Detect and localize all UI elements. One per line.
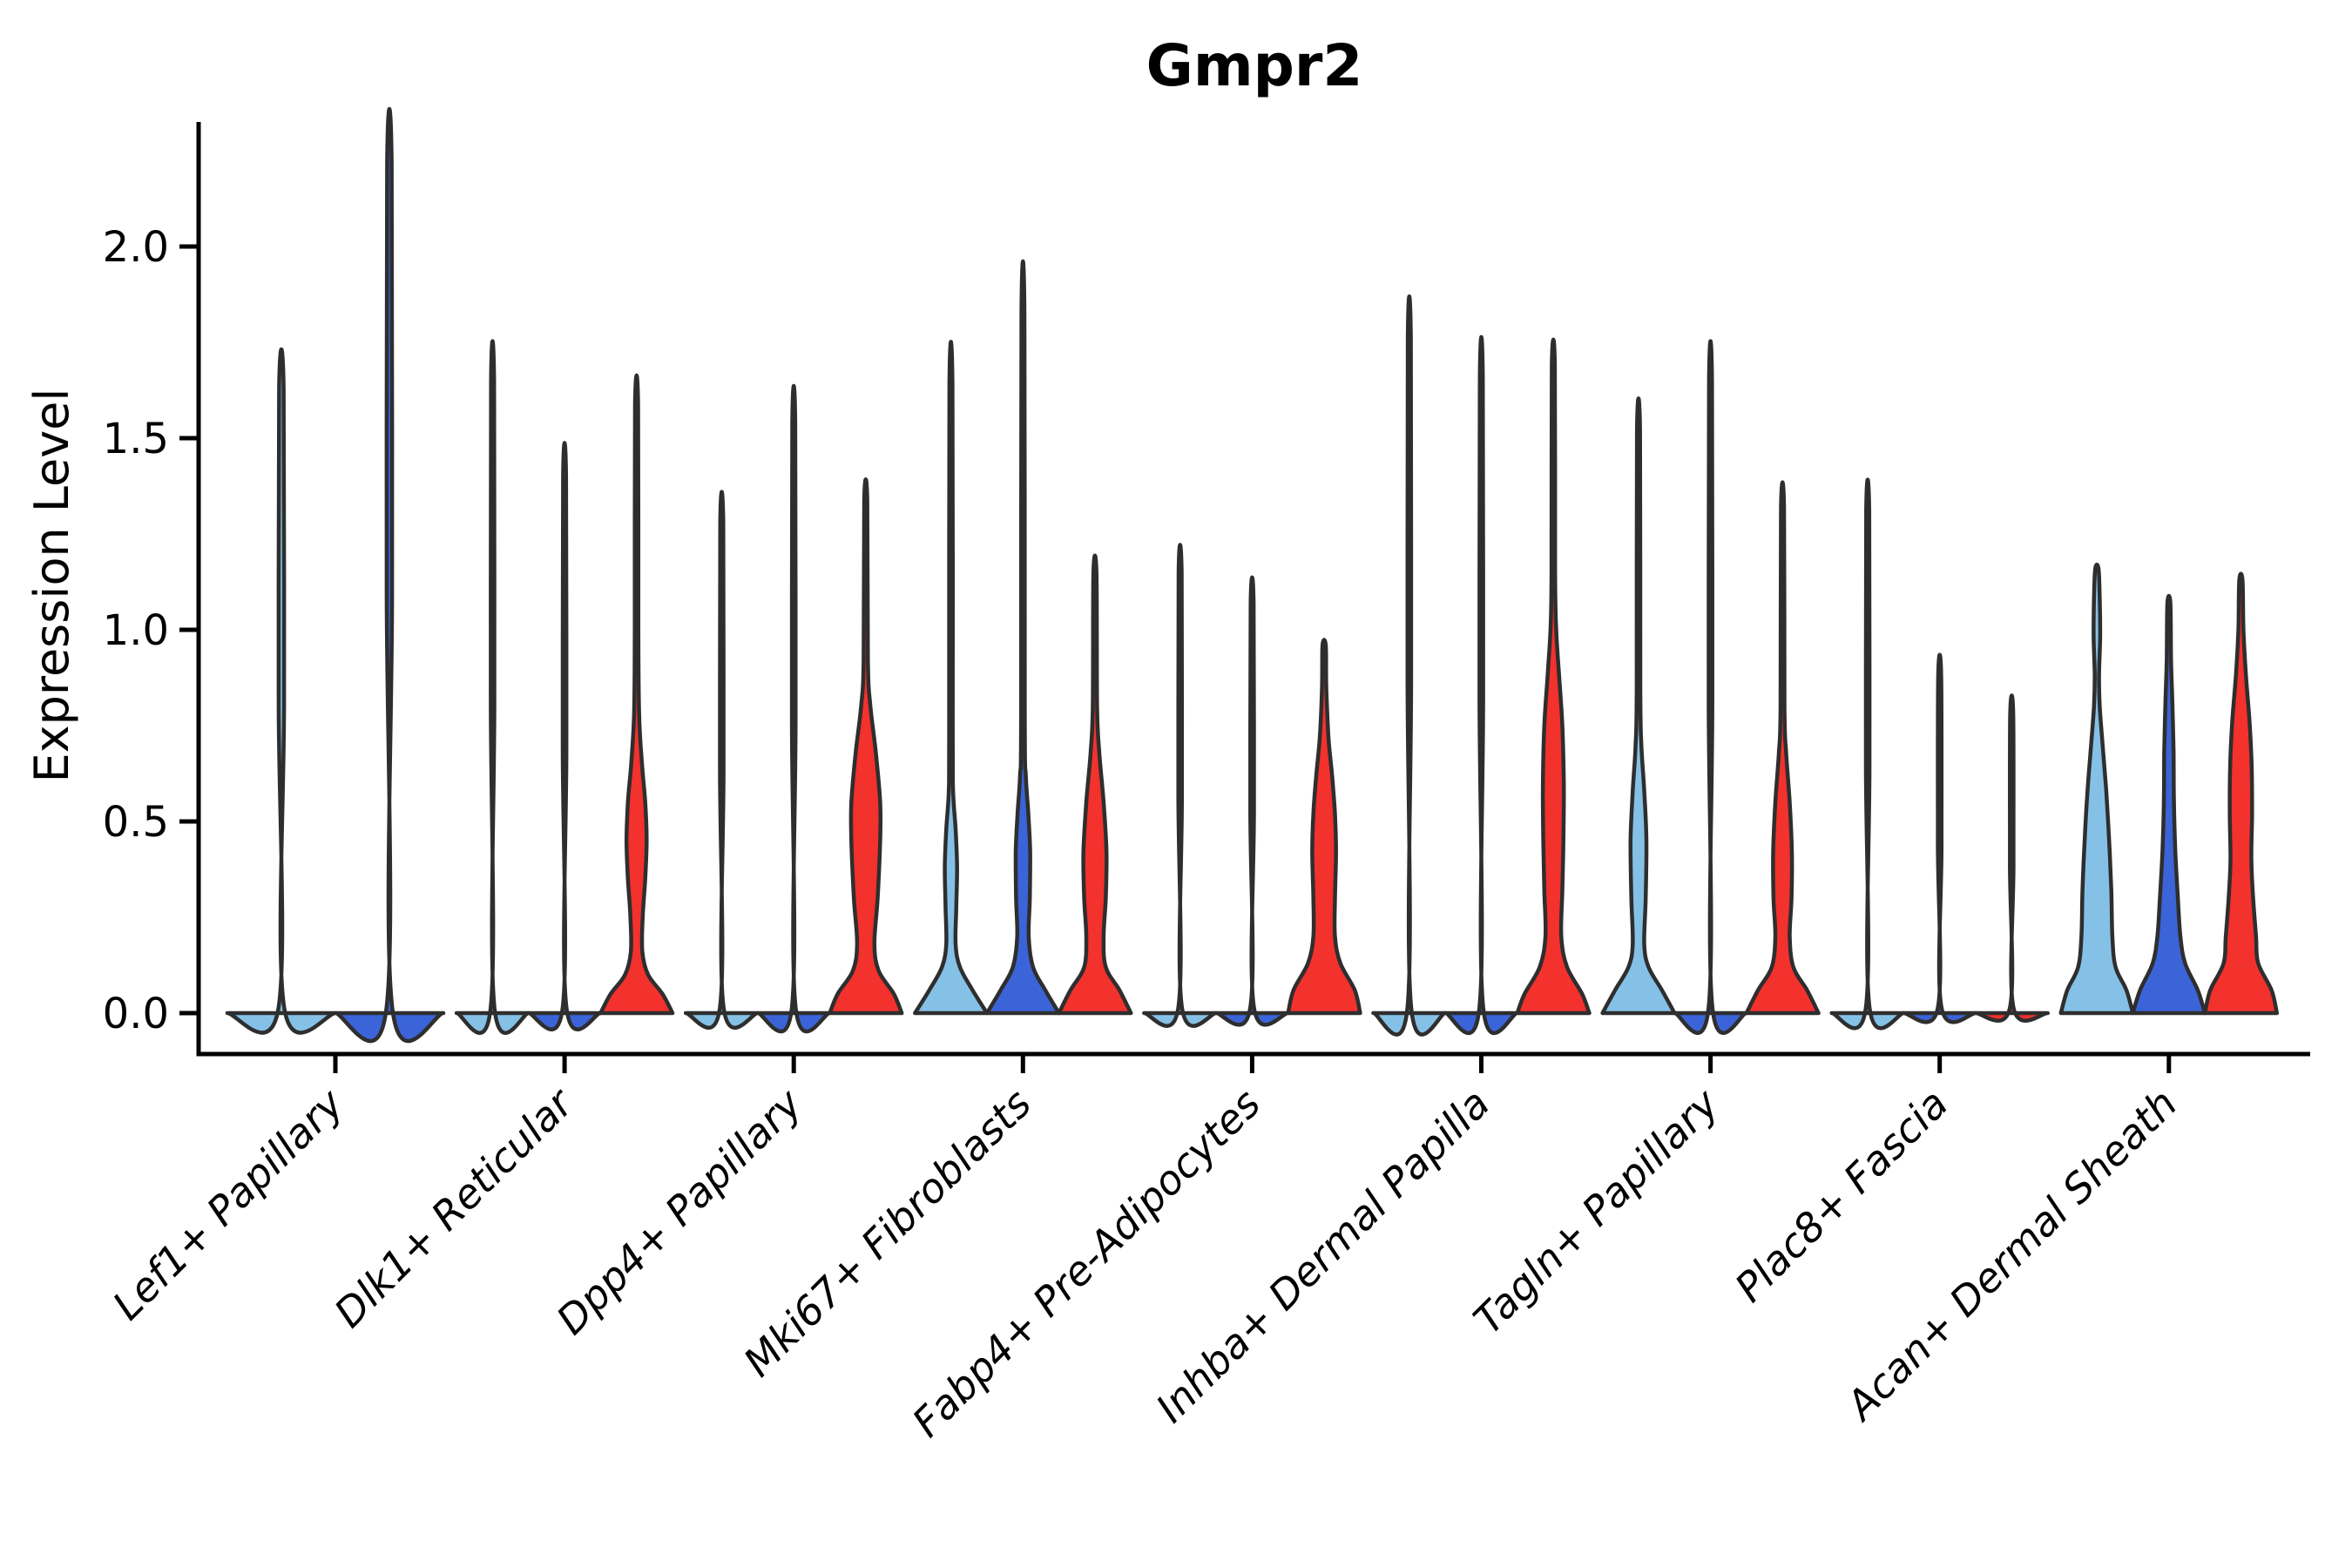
violin-acan-red (2202, 571, 2280, 1016)
y-tick-label: 1.5 (103, 415, 169, 463)
violin-mki67-light_blue (913, 340, 990, 1016)
y-tick-label: 0.0 (103, 990, 169, 1038)
violin-tagln-light_blue (1600, 396, 1677, 1016)
chart-title: Gmpr2 (1146, 32, 1363, 99)
violin-lef1-light_blue (225, 347, 338, 1035)
y-tick-label: 2.0 (103, 223, 169, 272)
labels-layer: Gmpr2 Expression Level (24, 32, 1362, 782)
x-tick-label: Tagln+ Papillary (1464, 1079, 1728, 1343)
violin-fabp4-light_blue (1142, 543, 1219, 1028)
y-tick-label: 1.0 (103, 606, 169, 655)
violin-dlk1-red (598, 373, 675, 1016)
x-tick-label: Plac8+ Fascia (1726, 1080, 1957, 1311)
violin-inhba-royal_blue (1443, 335, 1520, 1036)
x-tick-label: Dpp4+ Papillary (547, 1079, 811, 1343)
y-tick-label: 0.5 (103, 798, 169, 847)
violin-inhba-red (1515, 337, 1592, 1016)
violin-dlk1-light_blue (454, 339, 531, 1035)
violin-plac8-light_blue (1829, 477, 1906, 1031)
violin-dpp4-royal_blue (755, 384, 832, 1034)
violin-mki67-royal_blue (984, 260, 1061, 1016)
violin-plac8-royal_blue (1902, 652, 1978, 1024)
violin-tagln-royal_blue (1673, 339, 1749, 1035)
violin-fabp4-red (1286, 638, 1362, 1016)
violin-dpp4-red (828, 477, 904, 1016)
violin-fabp4-royal_blue (1213, 575, 1290, 1027)
violin-acan-royal_blue (2131, 593, 2207, 1016)
violin-inhba-light_blue (1371, 294, 1448, 1037)
violin-dpp4-light_blue (683, 490, 760, 1031)
y-axis-label: Expression Level (24, 389, 79, 783)
violin-dlk1-royal_blue (526, 441, 603, 1031)
violin-tagln-red (1744, 480, 1821, 1016)
x-tick-label: Dlk1+ Reticular (325, 1078, 584, 1336)
violin-plac8-red (1973, 693, 2050, 1023)
violins-layer (225, 107, 2280, 1044)
violin-mki67-red (1057, 553, 1133, 1016)
x-tick-label: Lef1+ Papillary (104, 1079, 353, 1328)
violin-acan-light_blue (2058, 562, 2135, 1016)
violin-lef1-royal_blue (333, 107, 446, 1044)
